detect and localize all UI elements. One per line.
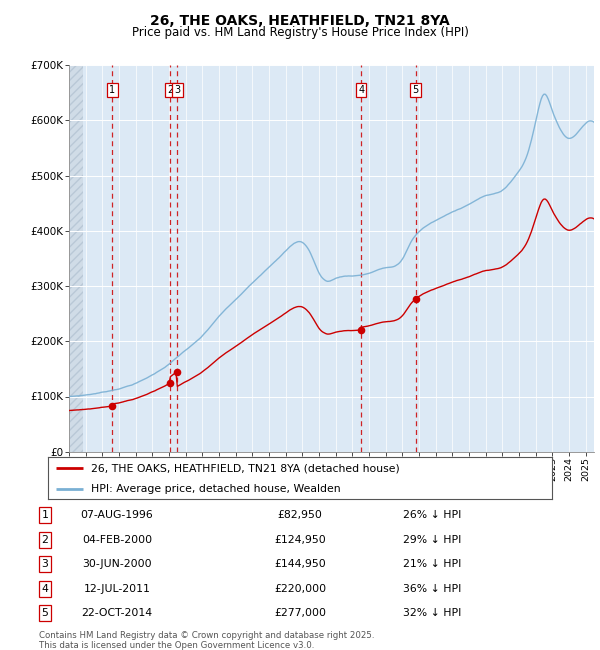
Text: £220,000: £220,000 xyxy=(274,584,326,593)
Text: 22-OCT-2014: 22-OCT-2014 xyxy=(82,608,152,618)
Text: 3: 3 xyxy=(174,85,181,95)
Text: Price paid vs. HM Land Registry's House Price Index (HPI): Price paid vs. HM Land Registry's House … xyxy=(131,26,469,39)
Text: 26% ↓ HPI: 26% ↓ HPI xyxy=(403,510,461,520)
Text: 12-JUL-2011: 12-JUL-2011 xyxy=(83,584,151,593)
Text: £277,000: £277,000 xyxy=(274,608,326,618)
Text: 07-AUG-1996: 07-AUG-1996 xyxy=(80,510,154,520)
Text: 2: 2 xyxy=(167,85,173,95)
Text: 04-FEB-2000: 04-FEB-2000 xyxy=(82,535,152,545)
Text: 5: 5 xyxy=(413,85,419,95)
Text: 1: 1 xyxy=(41,510,49,520)
Text: 4: 4 xyxy=(358,85,364,95)
Text: 5: 5 xyxy=(41,608,49,618)
Text: 36% ↓ HPI: 36% ↓ HPI xyxy=(403,584,461,593)
Text: 1: 1 xyxy=(109,85,115,95)
Text: 21% ↓ HPI: 21% ↓ HPI xyxy=(403,559,461,569)
Text: 2: 2 xyxy=(41,535,49,545)
Text: 3: 3 xyxy=(41,559,49,569)
Text: 29% ↓ HPI: 29% ↓ HPI xyxy=(403,535,461,545)
Text: 32% ↓ HPI: 32% ↓ HPI xyxy=(403,608,461,618)
Text: 26, THE OAKS, HEATHFIELD, TN21 8YA (detached house): 26, THE OAKS, HEATHFIELD, TN21 8YA (deta… xyxy=(91,463,400,473)
Text: £82,950: £82,950 xyxy=(278,510,322,520)
Text: £124,950: £124,950 xyxy=(274,535,326,545)
Text: 26, THE OAKS, HEATHFIELD, TN21 8YA: 26, THE OAKS, HEATHFIELD, TN21 8YA xyxy=(150,14,450,29)
Text: Contains HM Land Registry data © Crown copyright and database right 2025.
This d: Contains HM Land Registry data © Crown c… xyxy=(39,630,374,650)
Text: 30-JUN-2000: 30-JUN-2000 xyxy=(82,559,152,569)
Text: £144,950: £144,950 xyxy=(274,559,326,569)
Text: 4: 4 xyxy=(41,584,49,593)
Text: HPI: Average price, detached house, Wealden: HPI: Average price, detached house, Weal… xyxy=(91,484,340,493)
